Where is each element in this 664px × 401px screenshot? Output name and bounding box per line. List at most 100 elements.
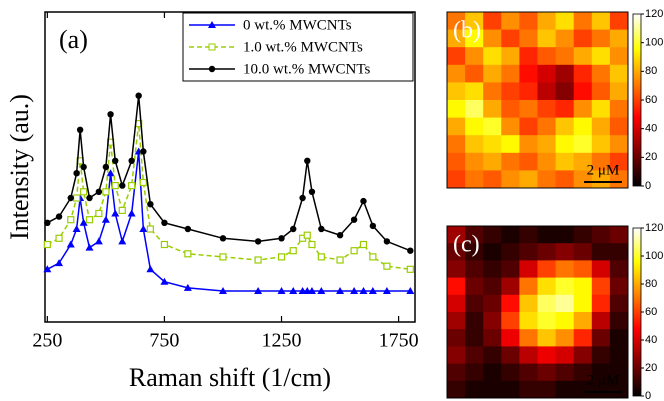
heatmap-cell [556, 329, 575, 347]
marker [360, 198, 366, 204]
marker [119, 207, 125, 213]
heatmap-cell [465, 329, 484, 347]
heatmap-cell [538, 226, 557, 244]
heatmap-cell [465, 82, 484, 100]
heatmap-cell [465, 153, 484, 171]
heatmap-cell [501, 153, 520, 171]
heatmap-cell [610, 47, 629, 65]
heatmap-cell [574, 82, 593, 100]
heatmap-cell [556, 100, 575, 118]
marker [318, 254, 324, 260]
marker [255, 257, 261, 263]
legend-label: 10.0 wt.% MWCNTs [243, 61, 370, 77]
heatmap-cell [483, 135, 502, 153]
heatmap-cell [465, 381, 484, 399]
marker [128, 210, 136, 217]
heatmap-cell [574, 243, 593, 261]
heatmap-cell [592, 260, 611, 278]
panel-label: (a) [59, 25, 88, 54]
marker [119, 182, 125, 188]
panel-label: (b) [453, 18, 481, 44]
heatmap-cell [519, 153, 538, 171]
heatmap-cell [538, 346, 557, 364]
scale-bar-label: 2 μM [587, 162, 620, 178]
heatmap-cell [501, 135, 520, 153]
figure: 25075012501750Raman shift (1/cm)Intensit… [0, 0, 664, 401]
heatmap-cell [592, 118, 611, 136]
marker [86, 195, 92, 201]
heatmap-cell [592, 82, 611, 100]
heatmap-cell [501, 118, 520, 136]
marker [56, 213, 62, 219]
colorbar-tick-label: 60 [645, 94, 657, 106]
heatmap-cell [483, 170, 502, 188]
colorbar-tick-label: 60 [645, 306, 657, 318]
heatmap-cell [483, 329, 502, 347]
heatmap-cell [519, 278, 538, 296]
heatmap-cell [538, 170, 557, 188]
heatmap-cell [574, 30, 593, 48]
heatmap-cell [519, 100, 538, 118]
marker [96, 211, 102, 217]
marker [107, 111, 113, 117]
marker [299, 195, 305, 201]
marker [290, 226, 296, 232]
colorbar-tick-label: 20 [645, 151, 657, 163]
heatmap-cell [519, 295, 538, 313]
marker [77, 127, 83, 133]
heatmap-cell [501, 295, 520, 313]
heatmap-cell [465, 65, 484, 83]
heatmap-cell [501, 346, 520, 364]
panel-label: (c) [453, 232, 480, 258]
heatmap-cell [465, 100, 484, 118]
heatmap-cell [556, 153, 575, 171]
x-tick-label: 1250 [262, 330, 302, 352]
heatmap-cell [447, 346, 466, 364]
marker [384, 238, 390, 244]
heatmap-cell [483, 295, 502, 313]
marker [161, 220, 167, 226]
marker [290, 248, 296, 254]
heatmap-cell [592, 295, 611, 313]
scale-bar-label: 2 μM [587, 372, 620, 388]
colorbar-tick-label: 0 [645, 390, 651, 401]
heatmap-cell [538, 364, 557, 382]
heatmap-cell [501, 278, 520, 296]
heatmap-cell [538, 243, 557, 261]
heatmap-cell [483, 260, 502, 278]
heatmap-cell [483, 346, 502, 364]
heatmap-cell [538, 381, 557, 399]
colorbar-tick-label: 120 [645, 8, 663, 20]
x-tick-label: 750 [149, 330, 179, 352]
marker [384, 263, 390, 269]
heatmap-cell [592, 47, 611, 65]
marker [103, 164, 109, 170]
marker [309, 242, 315, 248]
marker [147, 201, 153, 207]
heatmap-cell [483, 30, 502, 48]
marker [44, 242, 50, 248]
marker [112, 158, 118, 164]
heatmap-cell [519, 30, 538, 48]
heatmap-cell [574, 329, 593, 347]
marker [146, 265, 154, 272]
colorbar [633, 228, 641, 396]
heatmap-cell [556, 118, 575, 136]
heatmap-cell [519, 82, 538, 100]
heatmap-cell [574, 12, 593, 30]
heatmap-cell [538, 12, 557, 30]
heatmap-cell [592, 100, 611, 118]
heatmap-cell [483, 226, 502, 244]
heatmap-cell [556, 30, 575, 48]
heatmap-cell [610, 118, 629, 136]
heatmap-cell [519, 118, 538, 136]
colorbar-tick-label: 80 [645, 65, 657, 77]
heatmap-cell [592, 12, 611, 30]
heatmap-cell [556, 278, 575, 296]
heatmap-cell [556, 12, 575, 30]
heatmap-cell [465, 47, 484, 65]
heatmap-cell [574, 346, 593, 364]
marker [86, 217, 92, 223]
heatmap-cell [501, 312, 520, 330]
heatmap-cell [465, 135, 484, 153]
